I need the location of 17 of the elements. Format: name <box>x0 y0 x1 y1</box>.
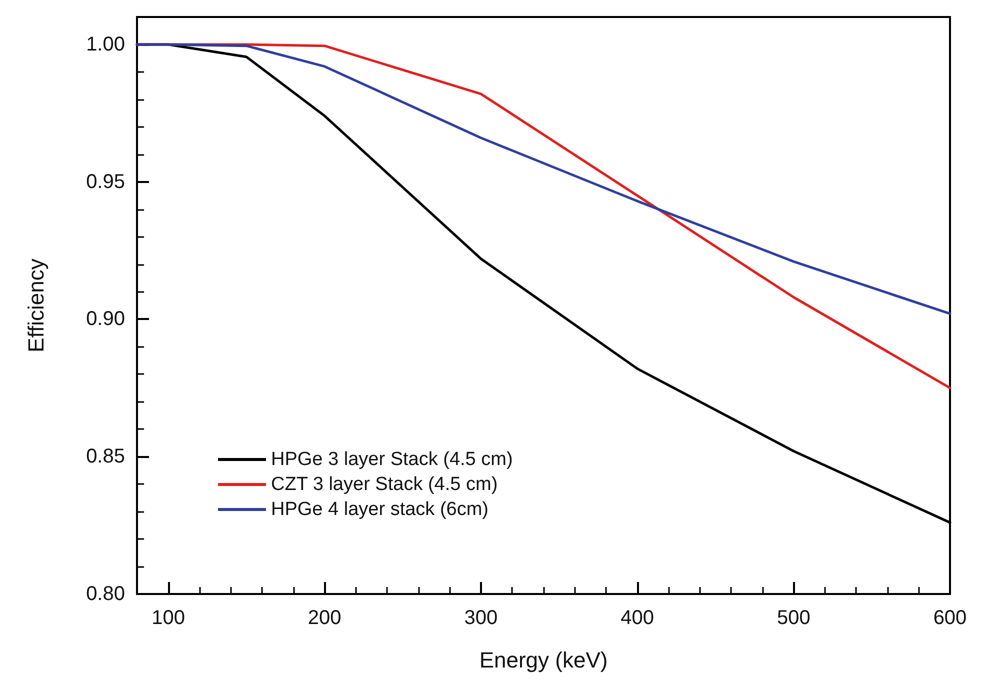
x-tick-label: 100 <box>152 607 185 629</box>
x-tick-label: 600 <box>933 607 967 629</box>
x-tick-label: 400 <box>620 607 654 629</box>
legend-label: HPGe 4 layer stack (6cm) <box>271 499 488 520</box>
y-tick-label: 1.00 <box>86 33 125 56</box>
x-axis-title: Energy (keV) <box>479 648 608 672</box>
legend-label: HPGe 3 layer Stack (4.5 cm) <box>271 449 513 470</box>
y-axis-title: Efficiency <box>24 258 48 352</box>
y-tick-label: 0.90 <box>86 308 125 330</box>
x-tick-label: 500 <box>776 607 810 629</box>
legend-label: CZT 3 layer Stack (4.5 cm) <box>271 474 498 495</box>
y-tick-label: 0.85 <box>86 446 125 468</box>
x-tick-label: 200 <box>308 607 342 629</box>
y-tick-label: 0.95 <box>86 170 125 193</box>
line-series <box>136 43 952 315</box>
x-tick-label: 300 <box>464 607 498 629</box>
y-tick-label: 0.80 <box>86 583 125 605</box>
